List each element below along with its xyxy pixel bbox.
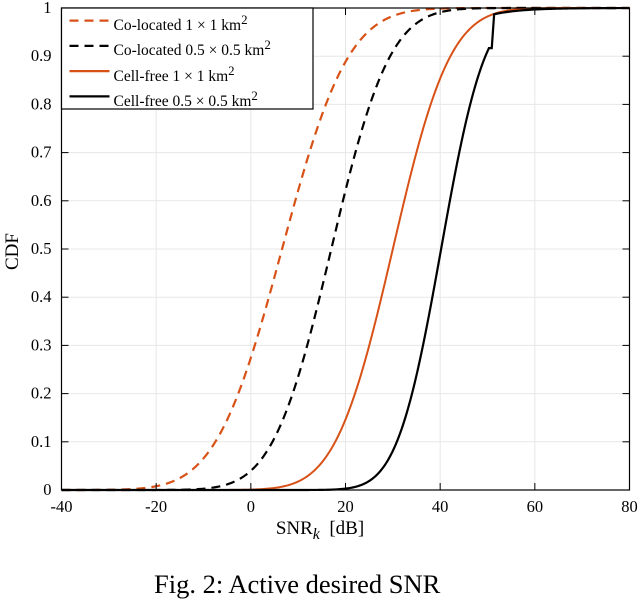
svg-text:0: 0 <box>43 480 51 499</box>
svg-text:0.7: 0.7 <box>31 143 52 162</box>
svg-text:1: 1 <box>43 0 51 17</box>
svg-text:0.8: 0.8 <box>31 94 52 113</box>
svg-text:40: 40 <box>432 497 449 516</box>
svg-text:0.9: 0.9 <box>31 46 52 65</box>
svg-text:-20: -20 <box>145 497 167 516</box>
svg-text:0.3: 0.3 <box>31 335 52 354</box>
svg-text:0.4: 0.4 <box>31 287 52 306</box>
svg-text:0.1: 0.1 <box>31 432 52 451</box>
svg-text:0.6: 0.6 <box>31 191 52 210</box>
svg-text:0: 0 <box>247 497 255 516</box>
svg-text:20: 20 <box>337 497 354 516</box>
svg-text:0.5: 0.5 <box>31 239 52 258</box>
svg-text:80: 80 <box>621 497 638 516</box>
svg-text:0.2: 0.2 <box>31 384 52 403</box>
svg-text:-40: -40 <box>51 497 73 516</box>
svg-text:60: 60 <box>527 497 544 516</box>
